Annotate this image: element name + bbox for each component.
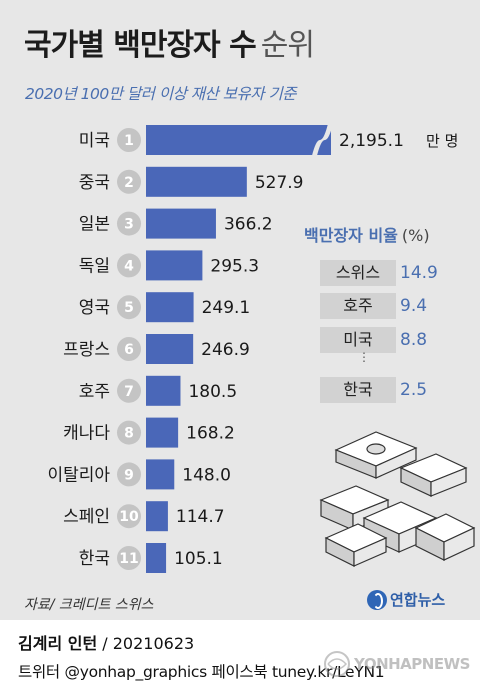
money-stack-icon <box>319 431 476 567</box>
category-label: 중국 <box>79 173 110 193</box>
bar <box>146 375 181 406</box>
category-label: 스페인 <box>63 507 110 527</box>
bar <box>146 208 216 239</box>
value-label: 148.0 <box>182 465 231 485</box>
rank-label: 7 <box>124 384 134 400</box>
rank-badge <box>117 546 141 570</box>
watermark-text: YONHAPNEWS <box>354 655 470 673</box>
ratio-row: 미국 8.8 <box>320 327 470 353</box>
chart-title: 국가별 백만장자 수 순위 <box>24 20 315 64</box>
category-label: 호주 <box>79 382 110 402</box>
rank-badge <box>117 378 141 403</box>
value-label: 2,195.1 <box>339 131 404 151</box>
ratio-country: 미국 <box>320 327 396 353</box>
rank-badge <box>117 420 141 445</box>
watermark-globe-icon <box>324 651 350 677</box>
category-label: 독일 <box>79 256 110 276</box>
source-note: 자료/ 크레디트 스위스 <box>24 597 154 613</box>
rank-label: 3 <box>124 217 134 233</box>
infographic-panel: 국가별 백만장자 수 순위 2020년 100만 달러 이상 재산 보유자 기준… <box>0 0 480 620</box>
bar-chart: 1 미국 2,195.1 만 명 2 중국 527.9 3 일본 366.2 4 독일 295.3 5 영국… <box>47 124 458 573</box>
bar <box>146 459 175 490</box>
axis-break <box>311 124 333 156</box>
bar <box>146 543 167 573</box>
yonhap-logo-icon <box>367 589 387 610</box>
ratio-ellipsis: ⋮ <box>358 350 370 364</box>
ratio-title-text: 백만장자 비율 <box>304 226 398 245</box>
watermark: YONHAPNEWS <box>318 649 470 679</box>
category-label: 한국 <box>79 549 110 569</box>
logo-name: 연합뉴스 <box>390 591 446 609</box>
bar <box>146 292 194 323</box>
rank-label: 8 <box>124 426 134 442</box>
ratio-value: 8.8 <box>400 330 428 350</box>
credit-date: / 20210623 <box>102 634 195 653</box>
ratio-row: 호주 9.4 <box>320 293 470 319</box>
value-label: 295.3 <box>210 256 259 276</box>
rank-badge <box>117 337 141 361</box>
value-label: 114.7 <box>176 507 225 527</box>
bar <box>146 166 247 197</box>
ratio-country: 스위스 <box>320 260 396 286</box>
category-label: 프랑스 <box>63 340 110 360</box>
rank-label: 6 <box>124 342 134 358</box>
rank-label: 10 <box>119 509 139 525</box>
ratio-country: 호주 <box>320 293 396 319</box>
value-label: 105.1 <box>174 549 223 569</box>
rank-label: 4 <box>124 258 134 274</box>
author-name: 김계리 인턴 <box>18 634 98 653</box>
ratio-row: 한국 2.5 <box>320 377 470 403</box>
value-label: 527.9 <box>255 173 304 193</box>
rank-label: 9 <box>124 467 134 483</box>
value-label: 249.1 <box>202 298 251 318</box>
ratio-unit: (%) <box>401 226 430 245</box>
value-label: 246.9 <box>201 340 250 360</box>
ratio-panel: 백만장자 비율 (%) 스위스 14.9 호주 9.4 미국 8.8 ⋮ 한국 2… <box>296 222 471 403</box>
category-label: 캐나다 <box>63 424 110 444</box>
rank-badge <box>117 169 141 194</box>
rank-badge <box>117 128 141 152</box>
ratio-country: 한국 <box>320 377 396 403</box>
social-credit: 트위터 @yonhap_graphics 페이스북 tuney.kr/LeYN1 <box>18 663 385 681</box>
value-label: 366.2 <box>224 215 273 235</box>
chart-subtitle: 2020년 100만 달러 이상 재산 보유자 기준 <box>25 85 296 103</box>
rank-label: 2 <box>124 175 134 191</box>
category-label: 이탈리아 <box>47 465 110 485</box>
rank-label: 5 <box>124 300 134 316</box>
bar <box>146 501 168 532</box>
category-label: 미국 <box>79 131 110 151</box>
ratio-row: 스위스 14.9 <box>320 260 470 286</box>
ratio-title: 백만장자 비율 (%) <box>304 222 471 246</box>
bar <box>146 125 331 155</box>
author-credit: 김계리 인턴 / 20210623 <box>18 630 194 654</box>
ratio-value: 9.4 <box>400 296 428 316</box>
unit-label: 만 명 <box>426 132 458 150</box>
bar <box>146 250 203 281</box>
title-sub: 순위 <box>260 28 315 63</box>
category-label: 영국 <box>79 298 110 318</box>
bar <box>146 334 194 364</box>
bar <box>146 417 179 448</box>
rank-badge <box>117 504 141 529</box>
rank-label: 11 <box>119 551 138 567</box>
rank-badge <box>117 253 141 278</box>
ratio-value: 14.9 <box>400 263 438 283</box>
title-main: 국가별 백만장자 수 <box>24 28 257 63</box>
value-label: 180.5 <box>188 382 237 402</box>
ratio-value: 2.5 <box>400 380 428 400</box>
category-label: 일본 <box>79 215 110 235</box>
rank-badge <box>117 211 141 236</box>
yonhap-logo: 연합뉴스 <box>367 589 445 613</box>
rank-badge <box>117 462 141 487</box>
rank-badge <box>117 295 141 320</box>
rank-label: 1 <box>124 133 134 149</box>
value-label: 168.2 <box>186 424 235 444</box>
